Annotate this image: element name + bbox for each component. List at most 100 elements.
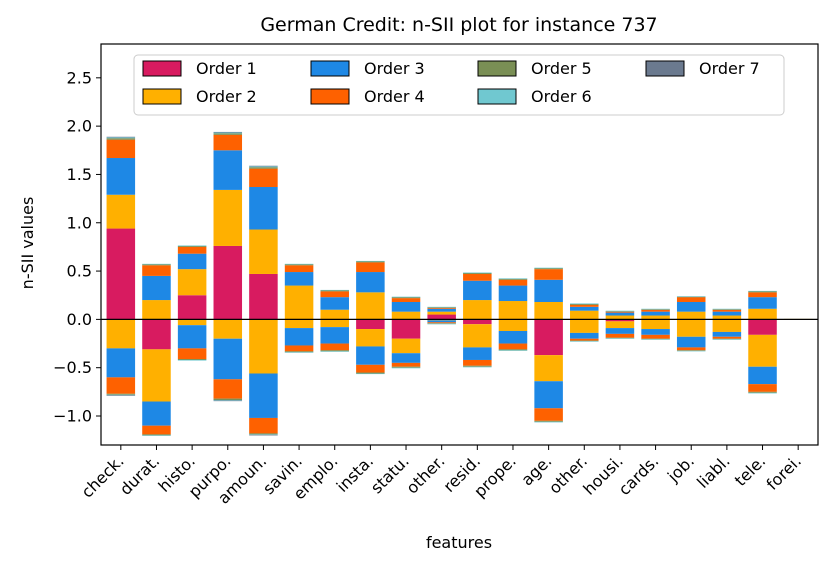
bar-order-6-positive bbox=[249, 166, 278, 168]
bar-order-5-positive bbox=[106, 138, 136, 140]
bar-order-5-negative bbox=[284, 351, 314, 353]
bar-order-3-positive bbox=[641, 311, 670, 316]
y-tick-label: 1.5 bbox=[67, 165, 92, 184]
bar-order-7-negative bbox=[106, 395, 136, 396]
bar-order-3-positive bbox=[356, 272, 385, 293]
bar-order-1-negative bbox=[356, 319, 385, 330]
bar-order-4-negative bbox=[142, 425, 171, 435]
bar-order-2-positive bbox=[676, 311, 706, 320]
bar-order-2-negative bbox=[534, 355, 563, 382]
bar-order-1-positive bbox=[427, 314, 456, 320]
bar-order-3-positive bbox=[213, 150, 243, 190]
bar-order-2-positive bbox=[177, 269, 207, 296]
bar-order-4-negative bbox=[213, 379, 243, 399]
bar-order-2-negative bbox=[249, 319, 278, 374]
legend-swatch-order-1 bbox=[142, 60, 182, 77]
bar-order-6-positive bbox=[356, 260, 385, 262]
bar-order-3-negative bbox=[106, 348, 136, 378]
bar-order-5-positive bbox=[177, 245, 207, 247]
bar-order-2-negative bbox=[320, 319, 349, 328]
legend-swatch-order-2 bbox=[142, 88, 182, 105]
bar-order-2-positive bbox=[712, 315, 742, 320]
bar-order-3-negative bbox=[142, 401, 171, 426]
bar-order-3-positive bbox=[570, 306, 599, 311]
bar-order-5-negative bbox=[106, 393, 136, 395]
bar-order-2-negative bbox=[284, 319, 314, 329]
bar-order-1-negative bbox=[534, 319, 563, 356]
bar-order-3-positive bbox=[177, 253, 207, 270]
x-axis: check.durat.histo.purpo.amoun.savin.empl… bbox=[77, 445, 805, 508]
bar-order-4-positive bbox=[641, 309, 670, 312]
bar-order-6-positive bbox=[213, 132, 243, 134]
bar-order-1-negative bbox=[463, 319, 492, 325]
bar-order-2-positive bbox=[142, 300, 171, 320]
bar-order-3-negative bbox=[249, 373, 278, 418]
bar-order-2-negative bbox=[641, 319, 670, 330]
bar-order-6-negative bbox=[676, 350, 706, 352]
bar-order-2-positive bbox=[284, 285, 314, 320]
legend-swatch-order-6 bbox=[477, 88, 517, 105]
bar-order-3-positive bbox=[106, 158, 136, 195]
bar-order-6-negative bbox=[213, 400, 243, 401]
bar-order-4-positive bbox=[320, 291, 349, 298]
bar-order-6-positive bbox=[106, 137, 136, 139]
x-tick-label: job. bbox=[663, 451, 698, 486]
bar-order-4-negative bbox=[676, 347, 706, 351]
legend-label-order-3: Order 3 bbox=[364, 59, 425, 78]
bar-order-4-negative bbox=[463, 359, 492, 366]
bar-order-4-negative bbox=[177, 348, 207, 360]
bar-order-5-positive bbox=[320, 290, 349, 292]
x-tick-label: statu. bbox=[367, 451, 413, 497]
bar-order-4-negative bbox=[712, 336, 742, 339]
bar-order-2-positive bbox=[427, 311, 456, 315]
bar-order-1-positive bbox=[106, 228, 136, 320]
y-tick-label: 2.5 bbox=[67, 68, 92, 87]
bar-order-6-positive bbox=[427, 306, 456, 308]
bar-order-6-positive bbox=[748, 290, 777, 292]
bar-order-4-positive bbox=[427, 307, 456, 309]
bar-order-3-positive bbox=[249, 187, 278, 230]
bar-order-4-positive bbox=[249, 168, 278, 188]
bar-order-6-positive bbox=[177, 245, 207, 247]
bar-order-6-positive bbox=[605, 310, 635, 312]
bar-order-7-positive bbox=[106, 136, 136, 138]
bar-order-5-positive bbox=[570, 303, 599, 305]
legend-swatch-order-3 bbox=[310, 60, 350, 77]
bar-order-3-positive bbox=[463, 280, 492, 301]
bars-layer bbox=[106, 131, 813, 436]
bar-order-3-negative bbox=[284, 328, 314, 346]
legend-box bbox=[133, 54, 785, 116]
bar-order-6-negative bbox=[391, 367, 421, 369]
bar-order-2-negative bbox=[712, 319, 742, 332]
bar-order-2-negative bbox=[213, 319, 243, 339]
bar-order-3-negative bbox=[641, 329, 670, 335]
x-tick-label: cards. bbox=[615, 451, 663, 499]
bar-order-4-positive bbox=[106, 139, 136, 159]
bar-order-5-positive bbox=[676, 296, 706, 298]
bar-order-4-negative bbox=[356, 364, 385, 373]
x-tick-label: tele. bbox=[731, 451, 770, 490]
y-tick-label: 2.0 bbox=[67, 117, 92, 136]
bar-order-4-negative bbox=[570, 338, 599, 341]
x-tick-label: insta. bbox=[333, 451, 378, 496]
x-axis-label: features bbox=[426, 533, 492, 552]
bar-order-5-positive bbox=[498, 278, 528, 280]
bar-order-5-positive bbox=[748, 291, 777, 293]
bar-order-2-negative bbox=[605, 321, 635, 329]
bar-order-5-negative bbox=[213, 398, 243, 401]
bar-order-3-negative bbox=[356, 346, 385, 365]
plot-frame bbox=[100, 43, 819, 446]
bar-order-3-positive bbox=[605, 312, 635, 316]
bar-order-6-negative bbox=[356, 373, 385, 375]
legend-label-order-7: Order 7 bbox=[699, 59, 760, 78]
bar-order-6-negative bbox=[498, 350, 528, 351]
bar-order-7-negative bbox=[213, 400, 243, 402]
bar-order-5-negative bbox=[320, 350, 349, 352]
chart-title: German Credit: n-SII plot for instance 7… bbox=[260, 14, 657, 36]
bar-order-2-positive bbox=[106, 194, 136, 229]
bar-order-6-negative bbox=[142, 435, 171, 436]
bar-order-1-negative bbox=[142, 319, 171, 350]
bar-order-2-negative bbox=[463, 324, 492, 348]
bar-order-6-positive bbox=[320, 289, 349, 291]
bar-order-3-negative bbox=[463, 347, 492, 360]
